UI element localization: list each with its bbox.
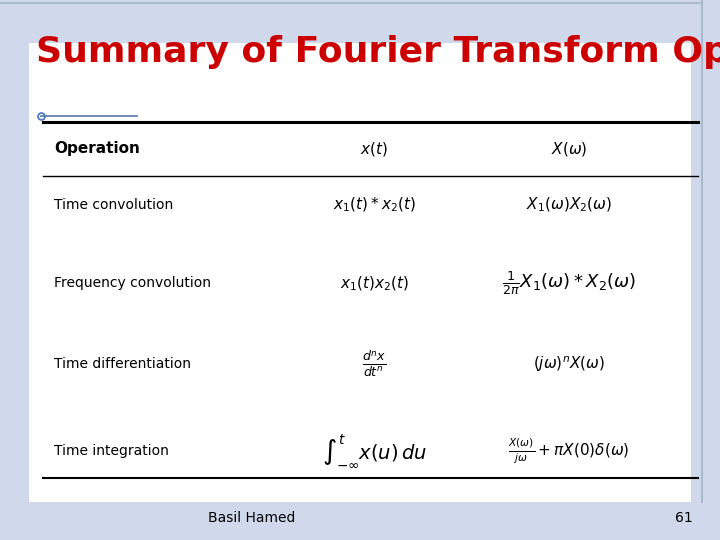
Text: $x(t)$: $x(t)$ bbox=[361, 139, 388, 158]
Text: $\int_{-\infty}^{t} x(u)\,du$: $\int_{-\infty}^{t} x(u)\,du$ bbox=[322, 433, 427, 469]
Text: $X_1(\omega)X_2(\omega)$: $X_1(\omega)X_2(\omega)$ bbox=[526, 196, 612, 214]
Text: Time integration: Time integration bbox=[54, 444, 169, 458]
Text: 61: 61 bbox=[675, 511, 693, 525]
Text: Time differentiation: Time differentiation bbox=[54, 357, 191, 372]
Text: $\frac{X(\omega)}{j\omega} + \pi X(0)\delta(\omega)$: $\frac{X(\omega)}{j\omega} + \pi X(0)\de… bbox=[508, 436, 629, 465]
FancyBboxPatch shape bbox=[29, 43, 691, 502]
Text: $X(\omega)$: $X(\omega)$ bbox=[551, 139, 587, 158]
Text: $\frac{1}{2\pi}X_1(\omega)*X_2(\omega)$: $\frac{1}{2\pi}X_1(\omega)*X_2(\omega)$ bbox=[502, 269, 636, 298]
Text: Basil Hamed: Basil Hamed bbox=[208, 511, 296, 525]
Text: Operation: Operation bbox=[54, 141, 140, 156]
Text: Time convolution: Time convolution bbox=[54, 198, 174, 212]
Text: Frequency convolution: Frequency convolution bbox=[54, 276, 211, 291]
Text: $x_1(t)x_2(t)$: $x_1(t)x_2(t)$ bbox=[340, 274, 409, 293]
Text: $\frac{d^n x}{dt^n}$: $\frac{d^n x}{dt^n}$ bbox=[362, 350, 387, 379]
Text: Summary of Fourier Transform Operations: Summary of Fourier Transform Operations bbox=[36, 35, 720, 69]
Text: $x_1(t)*x_2(t)$: $x_1(t)*x_2(t)$ bbox=[333, 196, 416, 214]
Text: $(j\omega)^n X(\omega)$: $(j\omega)^n X(\omega)$ bbox=[533, 355, 605, 374]
